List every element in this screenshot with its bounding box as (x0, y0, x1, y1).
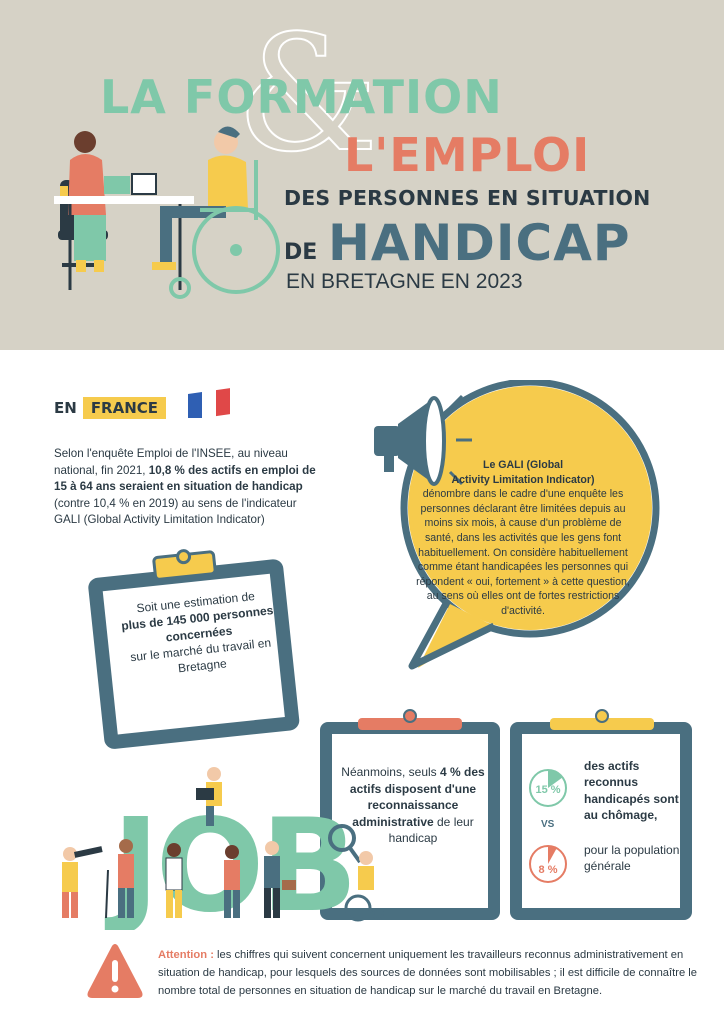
intro-bold: 10,8 % des actifs en emploi de 15 à 64 a… (54, 463, 316, 494)
stat-handicapes-chomage: des actifs reconnus handicapés sont au c… (584, 759, 679, 823)
gali-body: dénombre dans le cadre d'une enquête les… (416, 488, 630, 617)
title-situation: DES PERSONNES EN SITUATION (284, 186, 651, 210)
title-emploi: L'EMPLOI (344, 128, 591, 182)
gali-definition: Le GALI (Global Activity Limitation Indi… (410, 458, 636, 619)
pie1-slice (548, 770, 563, 788)
france-flag-icon (188, 388, 230, 418)
header-banner: & LA FORMATION L'EMPLOI DES PERSONNES EN… (0, 0, 724, 350)
title-de: DE (284, 240, 318, 265)
france-intro-text: Selon l'enquête Emploi de l'INSEE, au ni… (54, 446, 326, 529)
pie2-label: 8 % (538, 864, 558, 876)
pie-chomage-population (529, 845, 567, 883)
clipboard-estimation (88, 549, 300, 749)
attention-text: les chiffres qui suivent concernent uniq… (158, 949, 697, 997)
title-ampersand: & (235, 0, 379, 187)
recognition-text: Néanmoins, seuls 4 % des actifs disposen… (338, 764, 488, 847)
workers-desk-illustration-icon (54, 126, 280, 299)
person-woman (224, 845, 240, 918)
attention-note: Attention : les chiffres qui suivent con… (158, 946, 698, 1000)
section-heading-france: EN FRANCE (54, 397, 167, 419)
pie1-label: 15 % (535, 784, 561, 796)
title-formation: LA FORMATION (100, 70, 503, 124)
versus-label: VS (541, 819, 555, 830)
subtitle-bretagne: EN BRETAGNE EN 2023 (286, 270, 523, 293)
job-people-illustration-icon: JOB (62, 767, 384, 930)
person-telescope (62, 846, 103, 918)
heading-highlight: FRANCE (82, 397, 167, 419)
pie-chomage-handicapes (529, 769, 567, 807)
stat-population-generale: pour la population générale (584, 843, 680, 874)
recognition-part2: de leur handicap (388, 814, 474, 846)
person-wheelchair (344, 851, 384, 922)
person-laptop-top (196, 767, 222, 826)
pie2-slice (548, 846, 557, 864)
person-briefcase (264, 841, 296, 918)
title-handicap: HANDICAP (328, 214, 631, 272)
attention-label: Attention : (158, 949, 214, 961)
recognition-part1: Néanmoins, seuls (341, 765, 440, 779)
recognition-bold: 4 % des actifs disposent d'une reconnais… (349, 765, 485, 829)
intro-part2: (contre 10,4 % en 2019) au sens de l'ind… (54, 496, 297, 527)
gali-title-line2: Activity Limitation Indicator) (451, 473, 595, 486)
heading-prefix: EN (54, 399, 77, 417)
gali-speech-bubble (374, 380, 660, 670)
person-prosthetic (165, 843, 183, 918)
intro-part1: Selon l'enquête Emploi de l'INSEE, au ni… (54, 447, 288, 477)
megaphone-icon (374, 394, 472, 486)
gali-title-line1: Le GALI (Global (482, 459, 564, 471)
person-cane (105, 839, 134, 919)
warning-icon (87, 944, 143, 998)
magnifier (328, 824, 362, 864)
